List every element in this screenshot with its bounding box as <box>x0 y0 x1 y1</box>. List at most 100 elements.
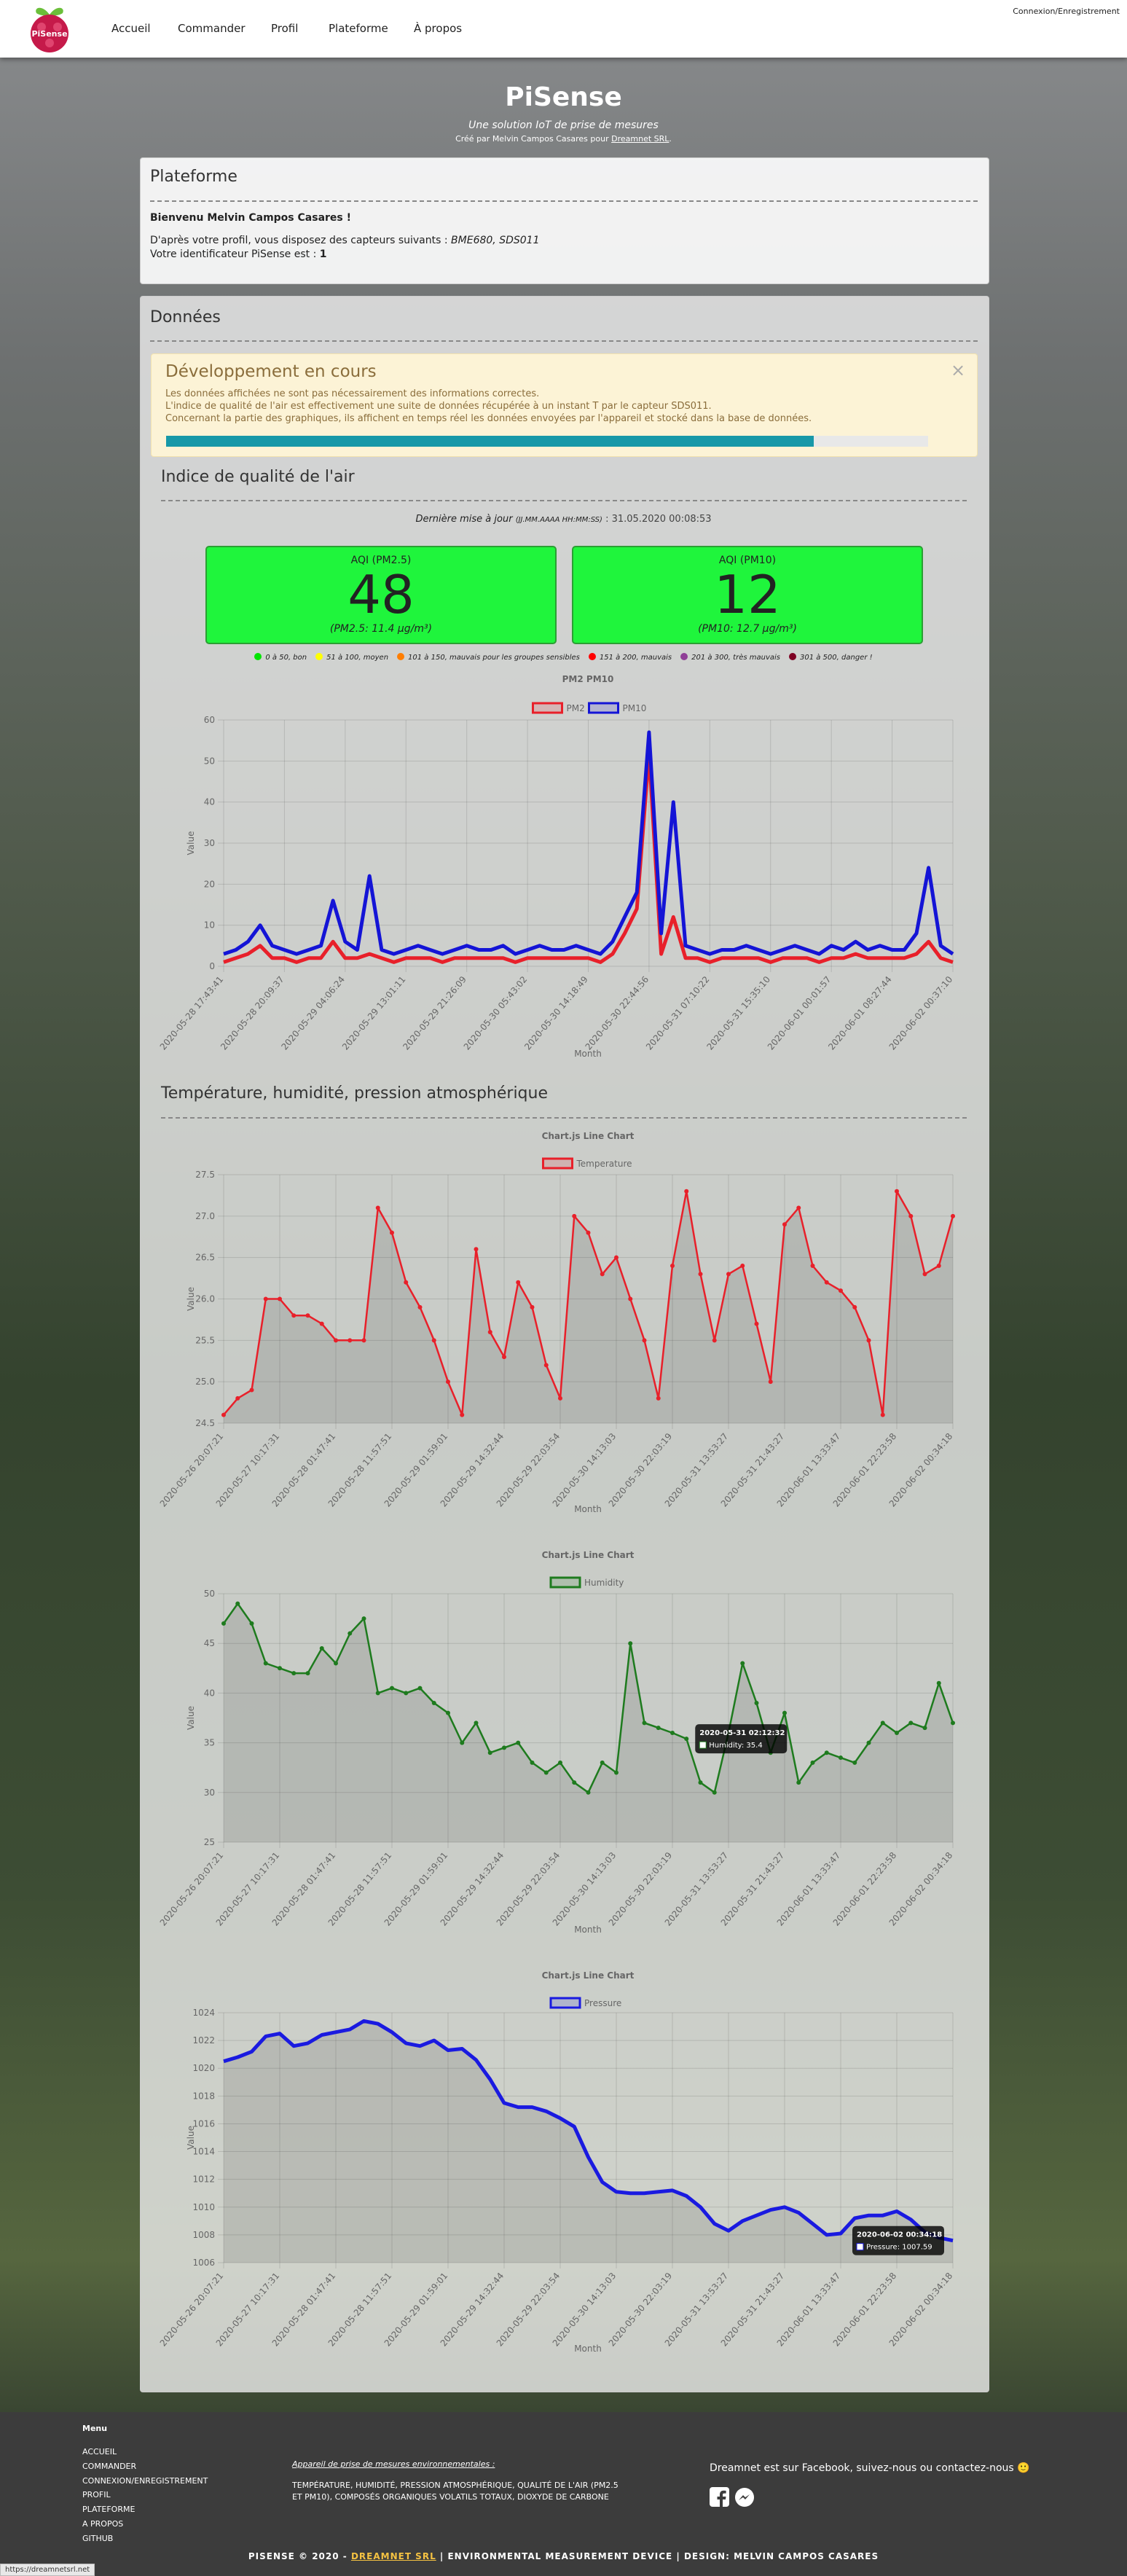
aqi-legend-dot <box>588 653 596 660</box>
point <box>866 1740 871 1745</box>
point <box>263 1661 268 1666</box>
x-tick-label: 2020-05-30 05:43:02 <box>462 974 530 1052</box>
x-tick-label: 2020-06-01 08:27:44 <box>826 974 894 1052</box>
sensors: D'après votre profil, vous disposez des … <box>150 235 539 246</box>
point <box>586 1790 591 1795</box>
footer-menu-link[interactable]: CONNEXION/ENREGISTREMENT <box>82 2475 208 2486</box>
x-tick-label: 2020-05-31 21:43:27 <box>719 1431 787 1509</box>
chart-title: Chart.js Line Chart <box>542 1970 635 1981</box>
x-tick-label: 2020-05-29 01:59:01 <box>382 2271 450 2349</box>
nav-link[interactable]: À propos <box>414 22 463 35</box>
point <box>502 1745 506 1750</box>
footer-menu-link[interactable]: PROFIL <box>82 2490 111 2500</box>
y-tick-label: 1018 <box>192 2091 215 2101</box>
footer-menu-link[interactable]: ACCUEIL <box>82 2447 117 2456</box>
legend-label: Pressure <box>584 1998 621 2008</box>
logo-seed <box>53 23 62 31</box>
nav-link[interactable]: Plateforme <box>329 22 388 35</box>
x-tick-label: 2020-05-30 22:44:56 <box>584 974 651 1052</box>
point <box>698 1780 703 1785</box>
status-bar: https://dreamnetsrl.net <box>0 2564 95 2576</box>
footer-menu-link[interactable]: A PROPOS <box>82 2518 124 2529</box>
point <box>740 1264 745 1269</box>
alert-close[interactable]: × <box>951 360 966 380</box>
aqi-legend-dot <box>315 653 323 660</box>
divider <box>150 340 978 342</box>
line <box>223 2019 954 2243</box>
point <box>487 1750 492 1755</box>
aqi-box: AQI (PM10) 12 (PM10: 12.7 µg/m³) <box>572 546 923 644</box>
point <box>726 1272 731 1277</box>
x-tick-label: 2020-05-28 01:47:41 <box>270 1431 338 1509</box>
logo[interactable]: PiSense <box>28 3 71 55</box>
identifier: Votre identificateur PiSense est : 1 <box>150 248 327 260</box>
footer-menu-link[interactable]: GITHUB <box>82 2533 114 2543</box>
footer-menu-link[interactable]: COMMANDER <box>82 2461 137 2471</box>
point <box>446 1710 450 1715</box>
point <box>839 1755 843 1761</box>
y-tick-label: 1022 <box>192 2035 215 2045</box>
y-tick-label: 25.5 <box>195 1335 215 1345</box>
footer-menu: ACCUEIL COMMANDER CONNEXION/ENREGISTREMENT… <box>82 2445 208 2546</box>
point <box>249 1621 254 1626</box>
point <box>740 1661 745 1666</box>
tooltip-swatch <box>699 1741 707 1749</box>
tooltip <box>852 2225 944 2255</box>
point <box>712 1790 717 1795</box>
point <box>460 1740 465 1745</box>
footer-menu-link[interactable]: PLATEFORME <box>82 2505 136 2515</box>
nav-link[interactable]: Commander <box>178 22 246 35</box>
point <box>235 1601 240 1606</box>
y-tick-label: 1006 <box>192 2258 215 2268</box>
bottom-link[interactable]: DREAMNET SRL <box>350 2551 436 2561</box>
facebook-glyph <box>717 2490 726 2507</box>
point <box>530 1304 535 1309</box>
point <box>628 1296 633 1301</box>
x-tick-label: 2020-06-01 13:33:47 <box>775 1431 843 1509</box>
x-tick-label: 2020-06-02 00:34:18 <box>887 2271 955 2349</box>
point <box>936 1680 941 1686</box>
navbar: PiSense Accueil Commander Profil Platefo… <box>0 0 1127 58</box>
area-fill <box>224 1191 953 1423</box>
y-tick-label: 40 <box>204 797 215 807</box>
update-label: Dernière mise à jour <box>415 514 513 525</box>
point <box>390 1230 394 1235</box>
x-tick-label: 2020-05-29 01:59:01 <box>382 1850 450 1928</box>
x-tick-label: 2020-05-29 04:06:24 <box>279 974 347 1052</box>
point <box>572 1213 577 1218</box>
x-tick-label: 2020-06-02 00:34:18 <box>887 1850 955 1928</box>
login-link[interactable]: Connexion/Enregistrement <box>1013 7 1120 16</box>
point <box>951 1720 955 1726</box>
update-value: : 31.05.2020 00:08:53 <box>605 514 712 525</box>
last-update: Dernière mise à jour (JJ.MM.AAAA HH:MM:S… <box>0 514 1127 525</box>
progress-bar <box>166 436 814 447</box>
hero-title: PiSense <box>505 82 622 112</box>
id-value: 1 <box>319 248 327 260</box>
point <box>375 1205 380 1210</box>
aqi-label: AQI (PM10) <box>718 555 777 566</box>
tooltip <box>695 1724 788 1754</box>
nav-link[interactable]: Profil <box>271 22 299 35</box>
point <box>278 1666 282 1671</box>
y-tick-label: 40 <box>204 1688 215 1698</box>
point <box>782 1710 787 1715</box>
credit-text: Créé par Melvin Campos Casares pour <box>455 134 609 144</box>
legend-swatch <box>549 1997 581 2009</box>
x-tick-label: 2020-05-29 14:32:44 <box>439 2271 506 2349</box>
x-tick-label: 2020-05-29 01:59:01 <box>382 1431 450 1509</box>
nav-link[interactable]: Accueil <box>111 22 151 35</box>
point <box>600 1760 605 1765</box>
sensors-intro: D'après votre profil, vous disposez des … <box>150 235 448 246</box>
y-tick-label: 50 <box>204 1589 215 1599</box>
social-icons <box>710 2487 754 2507</box>
divider <box>161 1117 967 1119</box>
alert-title: Développement en cours <box>165 362 377 381</box>
x-tick-label: 2020-05-28 01:47:41 <box>270 1850 338 1928</box>
x-tick-label: 2020-05-26 20:07:21 <box>158 2271 226 2349</box>
point <box>642 1720 647 1726</box>
legend-swatch <box>588 702 619 714</box>
x-tick-label: 2020-05-31 13:53:27 <box>663 1431 731 1509</box>
x-tick-label: 2020-05-29 22:03:54 <box>495 1850 562 1928</box>
credit-link[interactable]: Dreamnet SRL <box>611 134 669 144</box>
